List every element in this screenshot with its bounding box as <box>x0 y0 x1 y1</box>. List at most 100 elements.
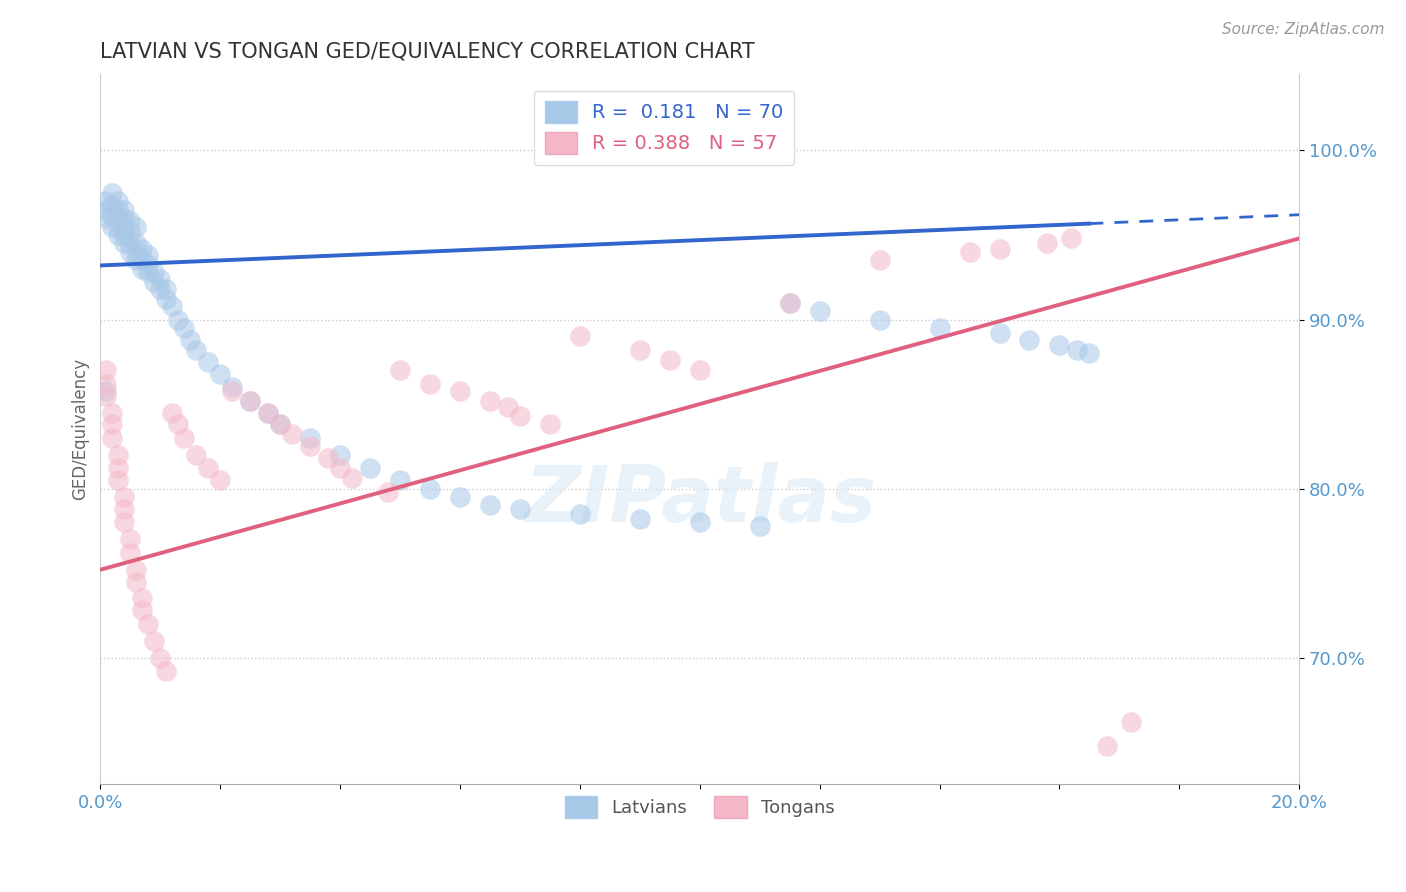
Point <box>779 295 801 310</box>
Point <box>988 326 1011 340</box>
Point <box>509 501 531 516</box>
Point <box>96 202 118 217</box>
Point <box>209 367 232 381</box>
Point <box>257 405 280 419</box>
Point <box>112 227 135 242</box>
Point <box>155 282 177 296</box>
Point <box>143 276 166 290</box>
Point <box>101 197 124 211</box>
Point <box>143 633 166 648</box>
Point <box>869 253 891 268</box>
Point <box>628 343 651 357</box>
Point <box>155 292 177 306</box>
Y-axis label: GED/Equivalency: GED/Equivalency <box>72 359 89 500</box>
Point <box>568 329 591 343</box>
Point <box>112 202 135 217</box>
Point <box>112 219 135 234</box>
Point <box>449 384 471 398</box>
Point <box>281 427 304 442</box>
Point <box>928 321 950 335</box>
Point <box>478 393 501 408</box>
Point <box>689 363 711 377</box>
Point <box>125 563 148 577</box>
Point <box>131 591 153 606</box>
Point <box>538 417 561 432</box>
Point <box>96 194 118 209</box>
Point <box>1121 714 1143 729</box>
Point <box>568 507 591 521</box>
Point <box>131 252 153 266</box>
Point <box>496 401 519 415</box>
Text: ZIPatlas: ZIPatlas <box>523 462 876 539</box>
Point <box>377 485 399 500</box>
Point <box>221 384 243 398</box>
Point <box>197 461 219 475</box>
Point <box>389 473 412 487</box>
Point <box>112 490 135 504</box>
Point <box>1036 236 1059 251</box>
Point <box>329 448 352 462</box>
Point <box>136 265 159 279</box>
Point <box>107 219 129 234</box>
Point <box>96 211 118 226</box>
Point <box>112 211 135 226</box>
Point <box>179 333 201 347</box>
Point <box>689 516 711 530</box>
Point <box>221 380 243 394</box>
Point <box>120 533 142 547</box>
Point <box>125 574 148 589</box>
Point <box>125 219 148 234</box>
Point <box>96 384 118 398</box>
Point <box>101 417 124 432</box>
Point <box>1049 338 1071 352</box>
Point <box>120 214 142 228</box>
Point <box>658 353 681 368</box>
Point <box>131 603 153 617</box>
Point <box>748 518 770 533</box>
Point <box>107 448 129 462</box>
Point <box>257 405 280 419</box>
Point <box>149 272 172 286</box>
Point <box>96 389 118 403</box>
Point <box>107 202 129 217</box>
Point <box>340 471 363 485</box>
Point <box>120 546 142 560</box>
Point <box>112 236 135 251</box>
Point <box>167 312 190 326</box>
Point <box>107 227 129 242</box>
Point <box>125 236 148 251</box>
Text: LATVIAN VS TONGAN GED/EQUIVALENCY CORRELATION CHART: LATVIAN VS TONGAN GED/EQUIVALENCY CORREL… <box>100 42 755 62</box>
Point <box>136 248 159 262</box>
Point <box>101 186 124 200</box>
Point <box>143 265 166 279</box>
Point <box>186 448 208 462</box>
Point <box>389 363 412 377</box>
Point <box>509 409 531 423</box>
Point <box>1097 739 1119 753</box>
Point <box>125 253 148 268</box>
Legend: Latvians, Tongans: Latvians, Tongans <box>557 789 842 825</box>
Point <box>1060 231 1083 245</box>
Point <box>419 376 441 391</box>
Point <box>269 417 291 432</box>
Text: Source: ZipAtlas.com: Source: ZipAtlas.com <box>1222 22 1385 37</box>
Point <box>101 219 124 234</box>
Point <box>136 257 159 271</box>
Point <box>101 431 124 445</box>
Point <box>112 501 135 516</box>
Point <box>107 211 129 226</box>
Point <box>112 516 135 530</box>
Point <box>239 393 262 408</box>
Point <box>107 473 129 487</box>
Point <box>449 490 471 504</box>
Point <box>162 405 184 419</box>
Point <box>988 242 1011 256</box>
Point <box>167 417 190 432</box>
Point <box>125 244 148 259</box>
Point <box>136 616 159 631</box>
Point <box>197 355 219 369</box>
Point <box>101 208 124 222</box>
Point <box>149 650 172 665</box>
Point <box>155 664 177 678</box>
Point <box>162 299 184 313</box>
